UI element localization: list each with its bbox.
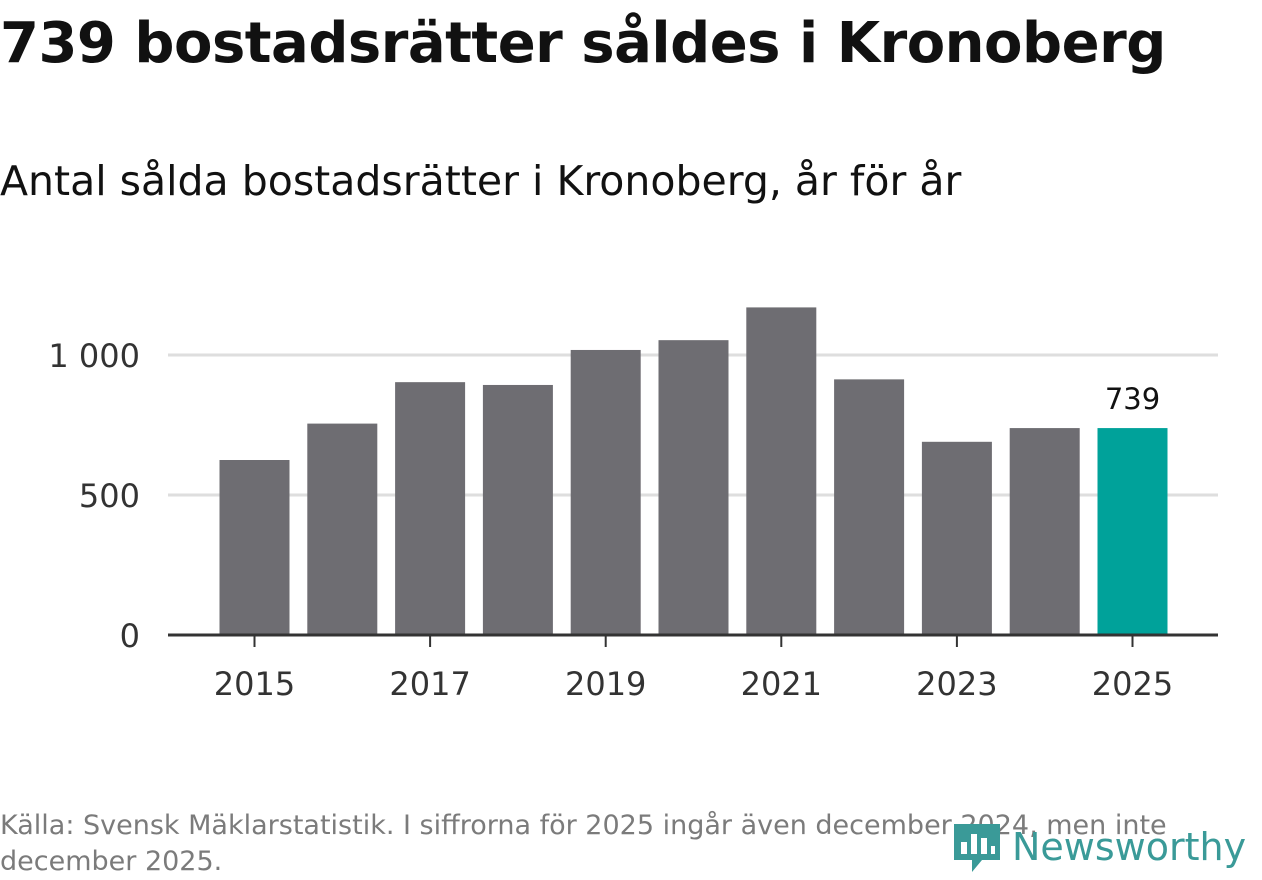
bar-2017 [395, 382, 466, 635]
x-tick-label: 2015 [214, 665, 295, 703]
data-label: 739 [1105, 382, 1160, 416]
x-tick-label: 2017 [389, 665, 470, 703]
labels: 0 500 1 000 2015 2017 2019 2021 2023 2025 739 [48, 337, 1173, 703]
bar-2022 [834, 379, 905, 635]
newsworthy-logo: Newsworthy [948, 816, 1246, 878]
logo-text: Newsworthy [1012, 825, 1247, 869]
axes [168, 633, 1218, 647]
bars [219, 307, 1168, 635]
bar-2015 [219, 460, 290, 635]
y-tick-label: 0 [120, 617, 140, 655]
bar-2024 [1009, 428, 1080, 635]
bar-2019 [570, 349, 641, 635]
bar-2020 [658, 340, 729, 635]
x-tick-label: 2019 [565, 665, 646, 703]
x-tick-label: 2021 [741, 665, 822, 703]
y-tick-label: 500 [79, 477, 140, 515]
bar-2025 [1097, 428, 1168, 635]
bar-2023 [921, 441, 992, 635]
bar-2018 [482, 384, 553, 635]
bar-2016 [307, 423, 378, 635]
y-tick-label: 1 000 [48, 337, 140, 375]
x-tick-label: 2023 [916, 665, 997, 703]
bar-2021 [746, 307, 817, 635]
chart-subtitle: Antal sålda bostadsrätter i Kronoberg, å… [0, 157, 962, 205]
x-tick-label: 2025 [1092, 665, 1173, 703]
chart-title: 739 bostadsrätter såldes i Kronoberg [0, 11, 1166, 76]
newsworthy-logo-icon [954, 824, 1000, 872]
